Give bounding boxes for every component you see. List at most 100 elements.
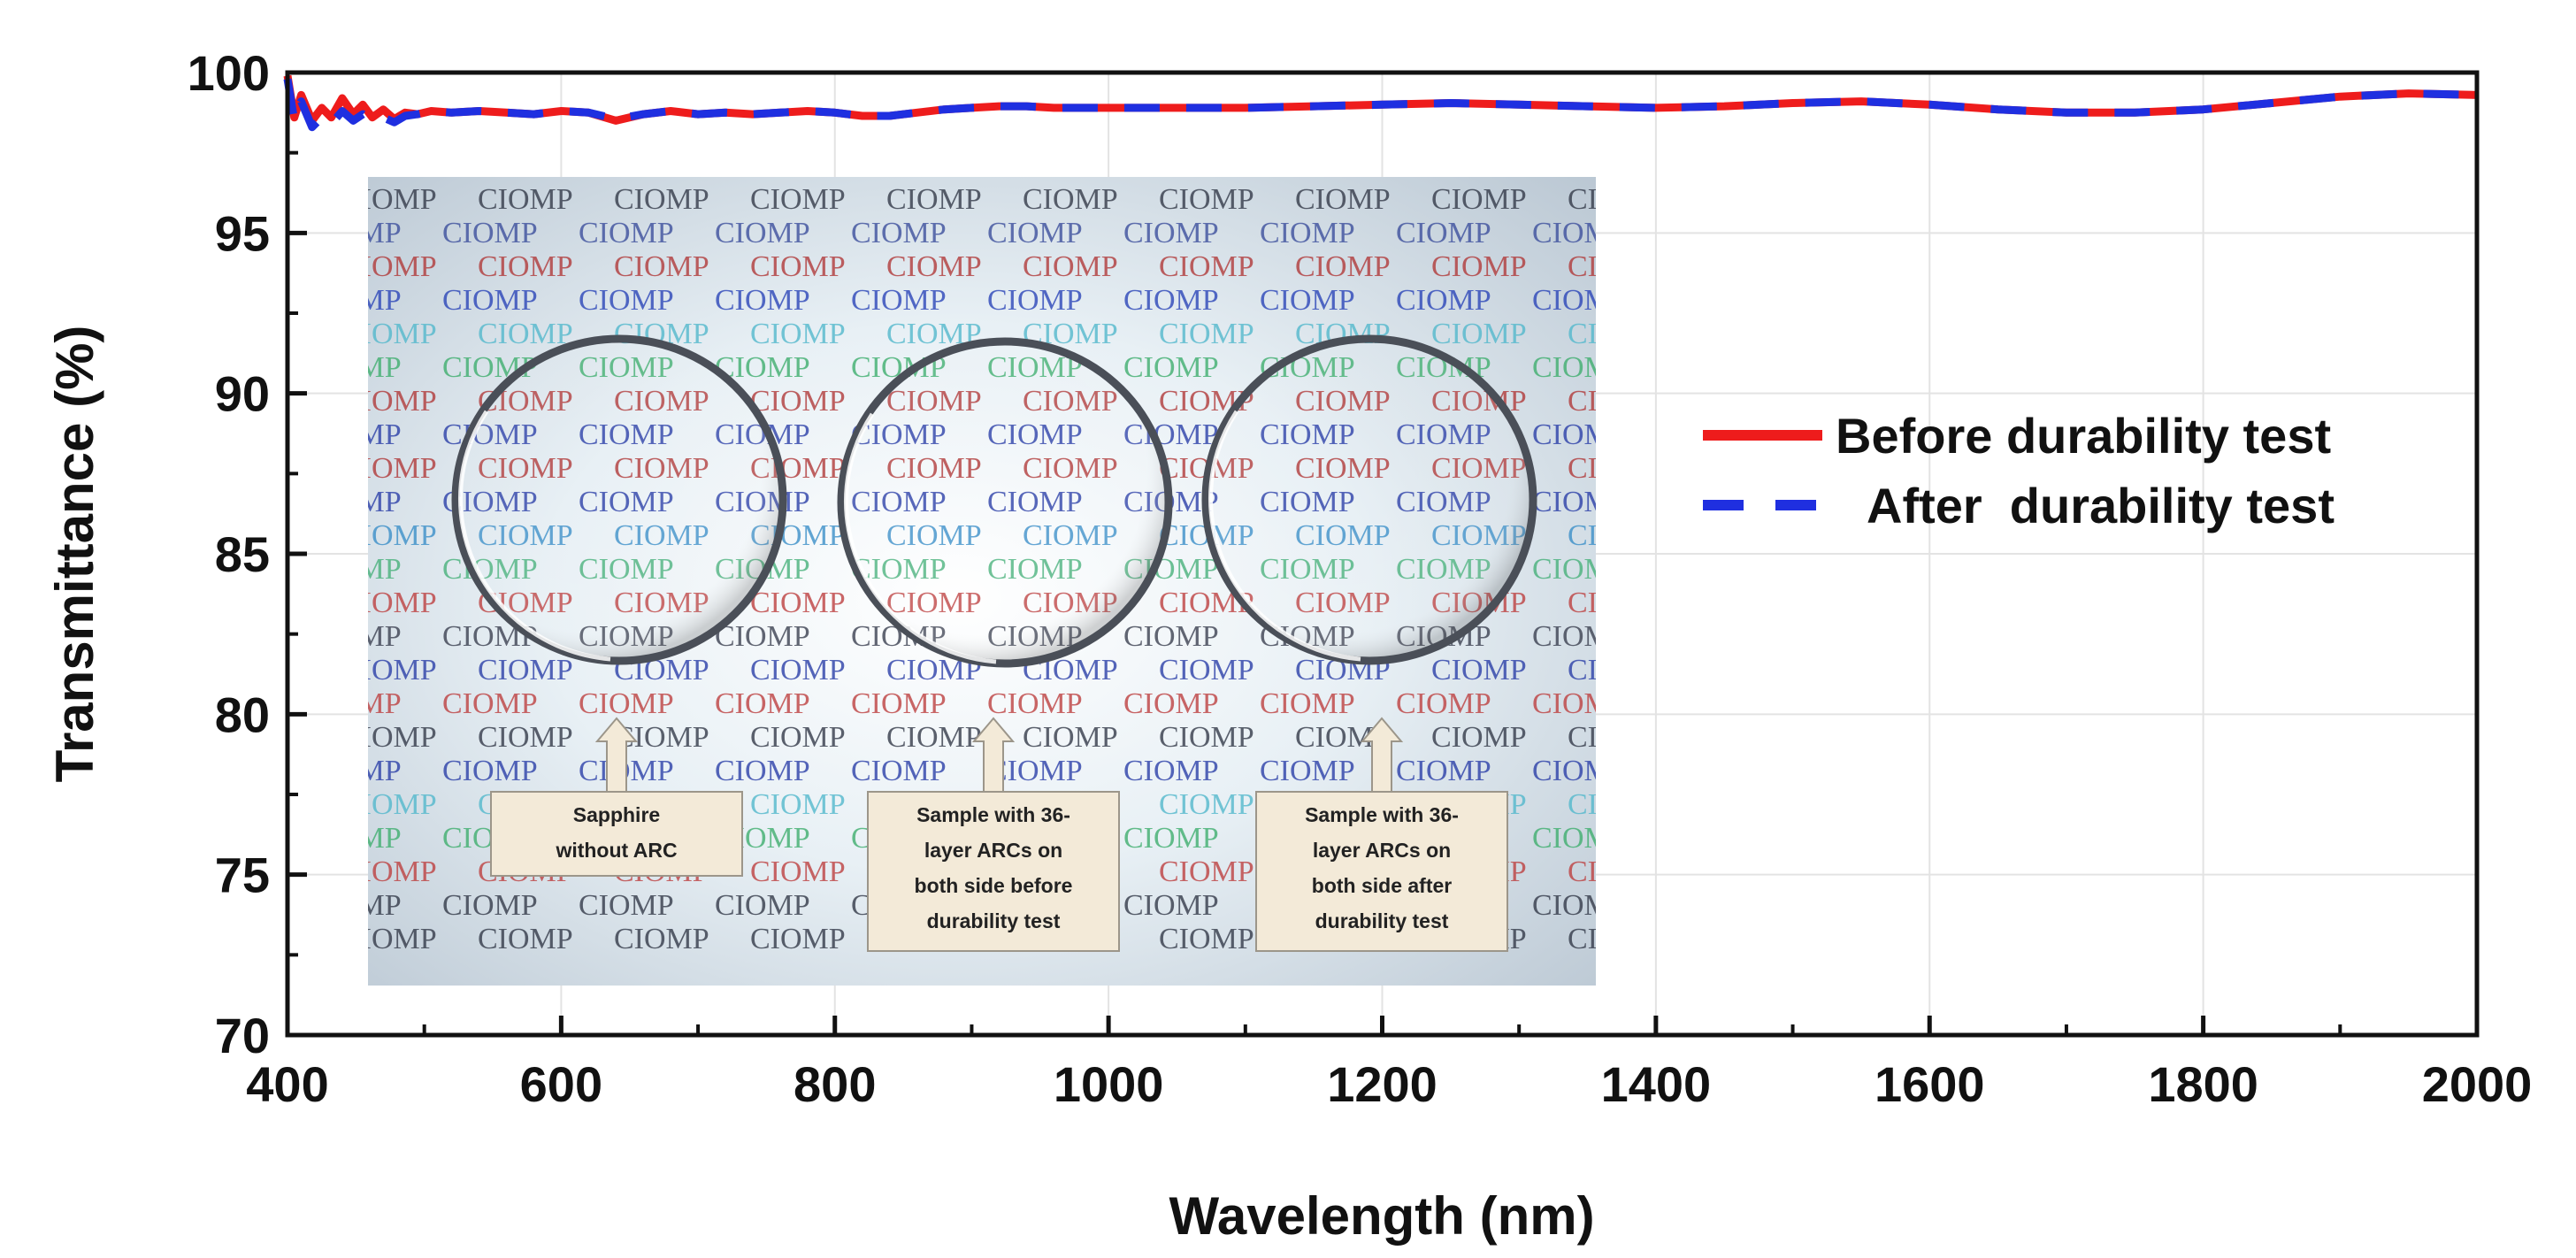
watermark-word: CIOMP [442,284,538,317]
watermark-word: CIOMP [715,620,810,653]
watermark-word: CIOMP [1260,217,1355,249]
caption-box: Sapphire without ARC [490,791,743,877]
watermark-word: CIOMP [1532,217,1628,249]
watermark-word: CIOMP [1123,687,1219,720]
watermark-word: CIOMP [750,855,846,888]
watermark-word: CIOMP [1431,721,1527,754]
sample-disc [837,337,1173,668]
watermark-word: CIOMP [987,687,1083,720]
caption-line: Sapphire [573,803,660,826]
watermark-word: CIOMP [1123,351,1219,384]
watermark-word: CIOMP [1295,183,1391,216]
y-tick-label: 70 [215,1008,270,1063]
watermark-word: CIOMP [1159,923,1254,955]
caption-line: layer ARCs on [1313,839,1451,862]
x-tick-label: 2000 [2422,1056,2533,1112]
watermark-word: CIOMP [1123,217,1219,249]
watermark-word: CIOMP [851,687,947,720]
caption-box: Sample with 36- layer ARCs on both side be… [867,791,1120,952]
watermark-word: CIOMP [1159,855,1254,888]
y-tick-label: 90 [215,366,270,422]
watermark-word: CIOMP [306,418,402,451]
watermark-word: CIOMP [341,519,437,552]
watermark-word: CIOMP [614,183,709,216]
watermark-word: CIOMP [341,721,437,754]
watermark-word: CIOMP [1159,318,1254,350]
x-tick-label: 600 [520,1056,602,1112]
watermark-word: CIOMP [478,183,573,216]
watermark-word: CIOMP [851,284,947,317]
x-tick-label: 1600 [1874,1056,1985,1112]
y-tick-label: 95 [215,205,270,261]
watermark-word: CIOMP [341,452,437,485]
watermark-word: CIOMP [1123,284,1219,317]
watermark-word: CIOMP [341,318,437,350]
watermark-word: CIOMP [341,385,437,418]
x-tick-label: 1200 [1327,1056,1438,1112]
watermark-word: CIOMP [1159,183,1254,216]
caption-line: Sample with 36- [916,803,1070,826]
caption-line: layer ARCs on [924,839,1062,862]
caption-line: without ARC [555,839,677,862]
watermark-word: CIOMP [1023,250,1118,283]
watermark-word: CIOMP [341,788,437,821]
watermark-word: CIOMP [306,553,402,586]
watermark-word: CIOMP [1532,755,1628,787]
watermark-word: CIOMP [442,755,538,787]
watermark-word: CIOMP [579,687,674,720]
watermark-word: CIOMP [442,217,538,249]
watermark-word: CIOMP [341,250,437,283]
watermark-word: CIOMP [306,620,402,653]
watermark-word: CIOMP [851,755,947,787]
watermark-word: CIOMP [478,654,573,687]
watermark-word: CIOMP [750,183,846,216]
watermark-word: CIOMP [750,721,846,754]
caption-line: durability test [1315,909,1449,932]
watermark-word: CIOMP [341,654,437,687]
y-tick-label: 100 [188,45,270,101]
x-tick-label: 400 [246,1056,328,1112]
watermark-word: CIOMP [750,250,846,283]
watermark-word: CIOMP [1568,318,1663,350]
x-axis-title: Wavelength (nm) [1169,1186,1594,1246]
watermark-word: CIOMP [579,889,674,922]
watermark-word: CIOMP [1396,284,1491,317]
watermark-word: CIOMP [886,721,982,754]
watermark-word: CIOMP [306,284,402,317]
watermark-word: CIOMP [306,755,402,787]
watermark-word: CIOMP [1532,351,1628,384]
watermark-word: CIOMP [1568,923,1663,955]
watermark-word: CIOMP [306,486,402,518]
watermark-word: CIOMP [442,687,538,720]
watermark-word: CIOMP [306,889,402,922]
watermark-word: CIOMP [1396,755,1491,787]
watermark-word: CIOMP [614,250,709,283]
watermark-word: CIOMP [306,687,402,720]
y-axis-title: Transmittance (%) [45,326,104,783]
caption-line: durability test [927,909,1061,932]
watermark-word: CIOMP [306,217,402,249]
watermark-word: CIOMP [987,284,1083,317]
watermark-word: CIOMP [1568,721,1663,754]
caption-box: Sample with 36- layer ARCs on both side af… [1255,791,1508,952]
watermark-word: CIOMP [1123,822,1219,855]
watermark-word: CIOMP [1123,889,1219,922]
watermark-word: CIOMP [1023,721,1118,754]
watermark-word: CIOMP [1431,250,1527,283]
watermark-word: CIOMP [1568,654,1663,687]
watermark-word: CIOMP [1431,183,1527,216]
watermark-word: CIOMP [1568,519,1663,552]
watermark-word: CIOMP [715,217,810,249]
watermark-word: CIOMP [1396,687,1491,720]
watermark-word: CIOMP [886,183,982,216]
watermark-word: CIOMP [1159,721,1254,754]
watermark-word: CIOMP [1532,486,1628,518]
watermark-word: CIOMP [750,587,846,619]
watermark-word: CIOMP [1532,620,1628,653]
watermark-word: CIOMP [614,923,709,955]
caption-line: both side before [915,874,1073,897]
watermark-word: CIOMP [750,318,846,350]
series-layer [283,74,2478,132]
watermark-word: CIOMP [478,923,573,955]
